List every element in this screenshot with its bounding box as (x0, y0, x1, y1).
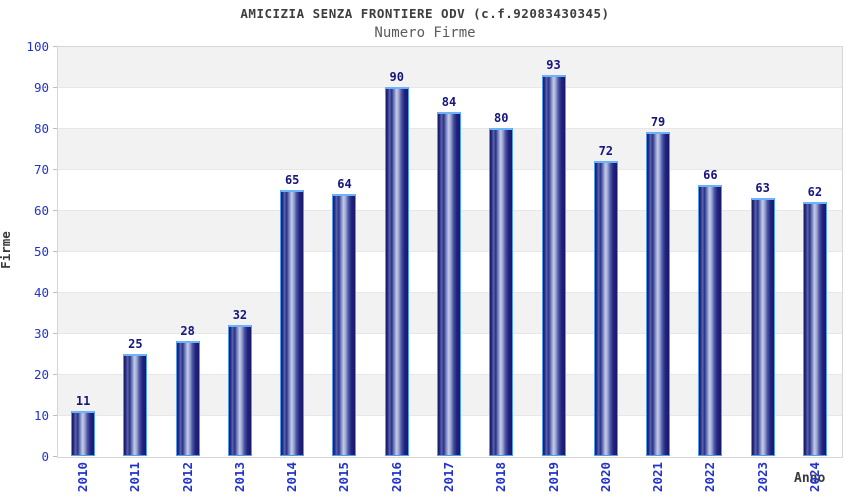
y-tick-mark (53, 292, 57, 293)
y-tick-mark (53, 415, 57, 416)
y-tick-mark (53, 87, 57, 88)
x-tick-label: 2016 (388, 461, 404, 493)
y-tick-label: 100 (26, 38, 49, 54)
x-tick-label: 2021 (650, 461, 666, 493)
bar-value-label: 25 (128, 336, 143, 351)
bar-value-label: 90 (389, 70, 404, 84)
bar-value-label: 66 (703, 168, 718, 183)
bar-value-label: 11 (75, 393, 91, 408)
x-tick-label: 2024 (806, 461, 822, 493)
x-tick-label: 2010 (75, 461, 91, 493)
bar-2019 (541, 74, 566, 456)
y-tick-mark (53, 46, 57, 47)
y-tick-label: 30 (33, 325, 49, 341)
x-tick-label: 2019 (545, 461, 561, 493)
x-tick-label: 2023 (754, 461, 770, 493)
y-tick-label: 0 (41, 448, 49, 464)
x-axis-title: Anno (794, 471, 826, 486)
bar-2022 (698, 185, 723, 456)
bar-2020 (593, 160, 618, 456)
y-tick-label: 50 (33, 243, 49, 259)
bar-2018 (489, 128, 514, 456)
bar-value-label: 72 (598, 143, 614, 158)
bar-2017 (437, 111, 461, 456)
x-tick-label: 2013 (231, 461, 247, 493)
bar-value-label: 84 (441, 94, 457, 109)
x-tick-label: 2015 (336, 461, 352, 493)
bar-value-label: 93 (546, 57, 561, 72)
x-tick-label: 2020 (597, 461, 613, 493)
bar-value-label: 79 (650, 115, 666, 130)
bar-value-label: 63 (755, 180, 770, 195)
y-tick-label: 40 (33, 284, 49, 300)
y-tick-label: 70 (33, 161, 49, 177)
chart-title: AMICIZIA SENZA FRONTIERE ODV (c.f.920834… (240, 6, 610, 21)
x-tick-label: 2022 (702, 461, 718, 493)
bar-2016 (384, 87, 409, 456)
bar-2012 (175, 341, 200, 456)
bar-2024 (802, 201, 827, 456)
y-tick-label: 20 (33, 366, 49, 382)
x-tick-label: 2014 (284, 461, 300, 493)
bar-2021 (646, 132, 671, 456)
x-tick-label: 2012 (179, 461, 195, 493)
bar-2015 (332, 193, 357, 456)
bar-value-label: 62 (807, 184, 823, 199)
plot-band (58, 47, 842, 88)
x-tick-label: 2017 (441, 461, 456, 493)
y-tick-mark (53, 251, 57, 252)
chart-subtitle: Numero Firme (374, 25, 476, 41)
bar-value-label: 80 (494, 111, 509, 125)
bar-value-label: 64 (337, 176, 352, 191)
y-tick-label: 10 (33, 407, 49, 423)
bar-2014 (280, 189, 305, 456)
x-tick-label: 2018 (493, 461, 509, 493)
y-tick-mark (53, 374, 57, 375)
bar-value-label: 28 (180, 324, 195, 339)
y-tick-mark (53, 169, 57, 170)
y-tick-label: 60 (33, 202, 49, 218)
y-tick-mark (53, 128, 57, 129)
bar-2010 (71, 410, 96, 456)
bar-value-label: 32 (232, 307, 248, 322)
bar-2013 (227, 324, 252, 456)
bar-value-label: 65 (284, 172, 300, 187)
bar-2023 (750, 197, 775, 456)
bar-2011 (123, 353, 148, 456)
y-tick-label: 90 (33, 79, 49, 95)
y-tick-label: 80 (33, 120, 49, 136)
y-tick-mark (53, 456, 57, 457)
y-tick-mark (53, 210, 57, 211)
x-tick-label: 2011 (127, 461, 143, 493)
y-tick-mark (53, 333, 57, 334)
